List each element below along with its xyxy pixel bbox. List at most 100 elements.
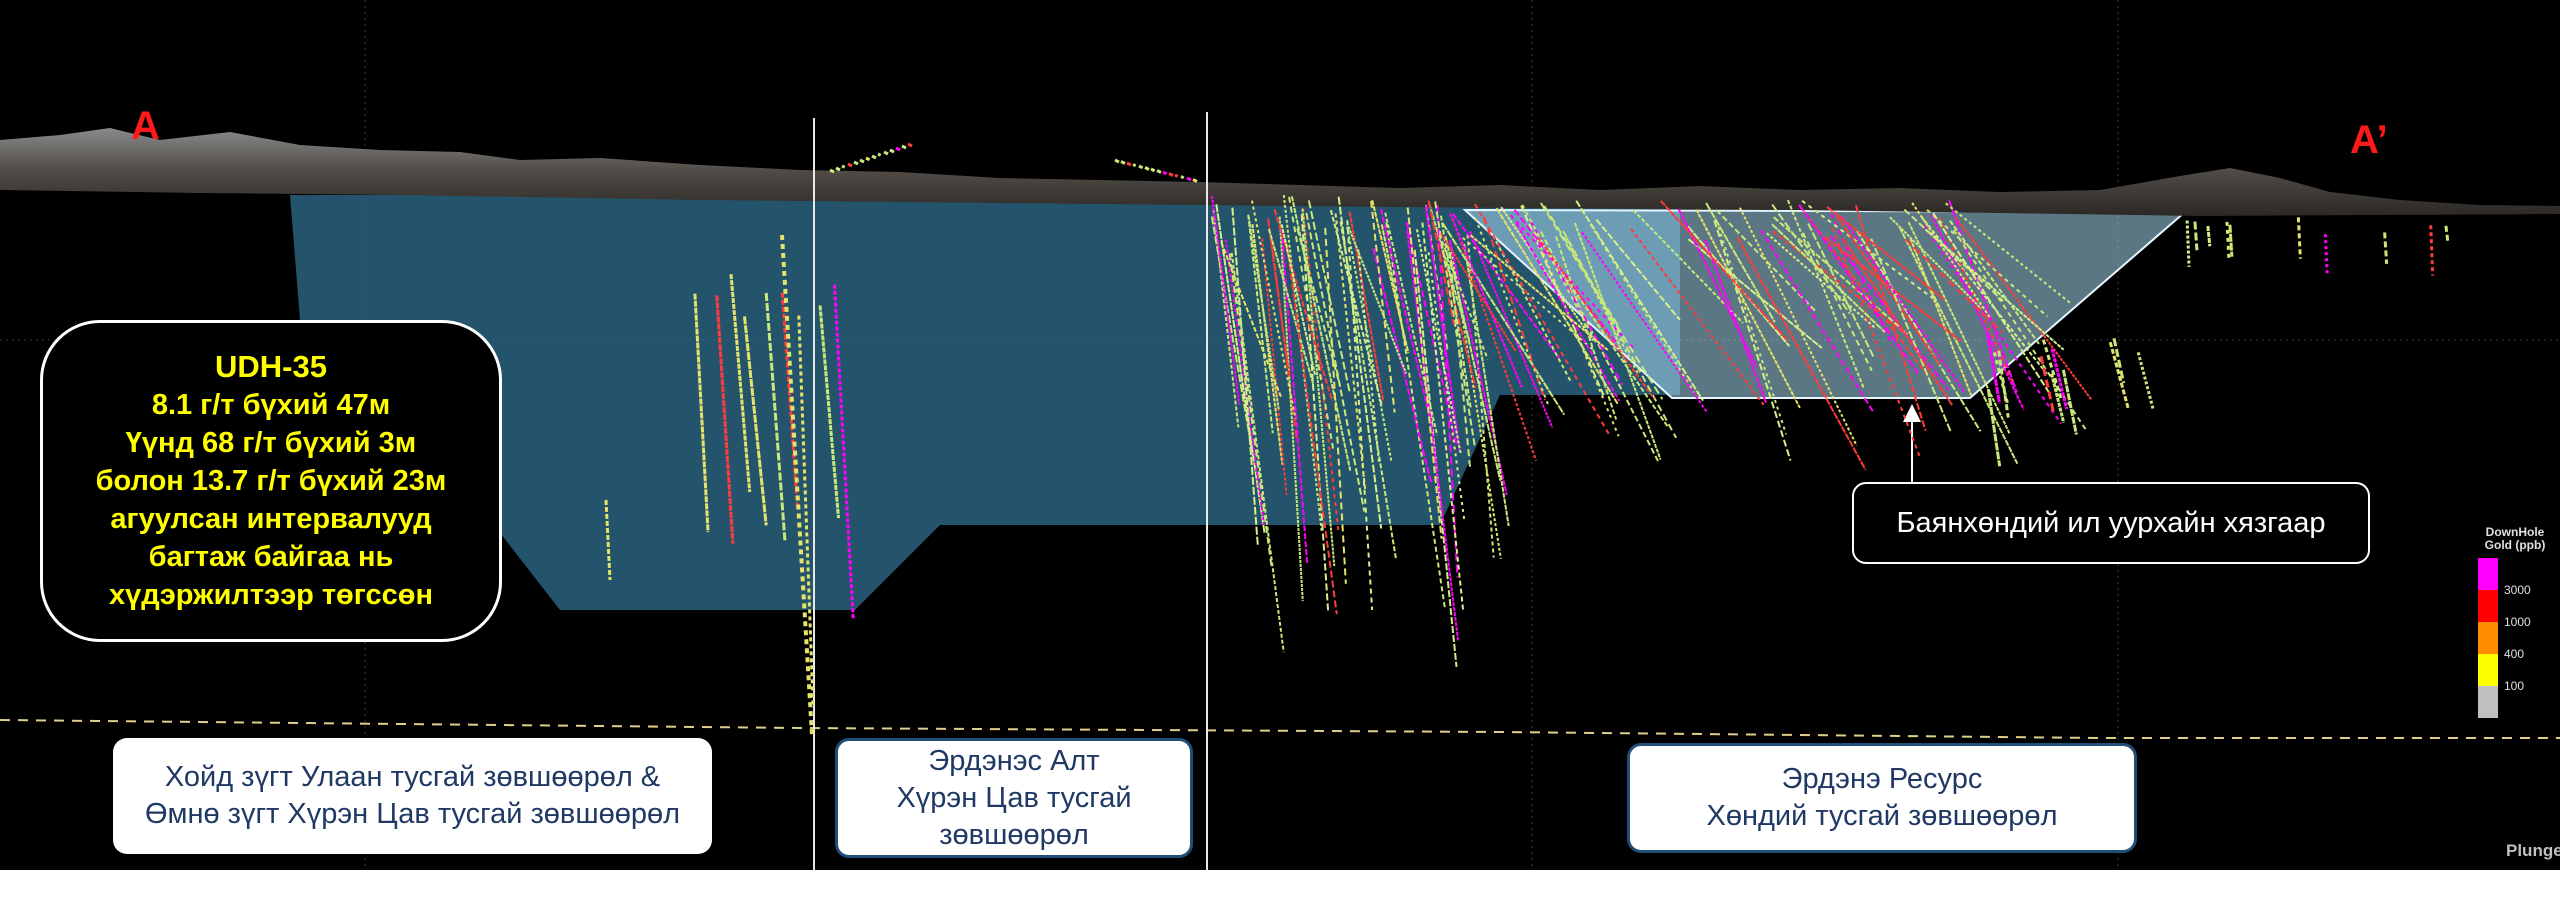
drill-trace [1705, 202, 1776, 323]
drill-trace [1771, 223, 1886, 333]
drill-trace [1695, 209, 1801, 409]
drill-trace [1301, 208, 1336, 567]
drill-trace [1907, 221, 2011, 435]
depth-reference-line [0, 719, 2560, 739]
drill-trace [1945, 202, 2073, 306]
drill-trace [1449, 213, 1523, 388]
drill-trace [743, 316, 768, 526]
drill-trace [1174, 173, 1180, 179]
drill-trace [1842, 238, 1954, 407]
drill-trace [2193, 221, 2199, 251]
drill-trace [865, 156, 871, 162]
callout-line-6: хүдэржилтээр төгссөн [109, 579, 433, 611]
drill-trace [2112, 338, 2126, 384]
drill-trace [1211, 195, 1241, 405]
drill-trace [604, 499, 612, 581]
drill-trace [1986, 388, 2002, 467]
drill-trace [1632, 209, 1744, 324]
drill-trace [1938, 217, 2015, 385]
drill-trace [1575, 200, 1704, 402]
drill-trace [847, 162, 853, 168]
terrain-surface [0, 128, 2560, 216]
drill-trace [1660, 200, 1789, 341]
drill-trace [1903, 208, 2004, 302]
drill-trace [1922, 224, 2062, 425]
drill-trace [1771, 204, 1851, 315]
drill-trace [1449, 246, 1502, 559]
drill-trace [1138, 164, 1144, 170]
drill-trace [1870, 238, 1953, 434]
drill-trace [1595, 218, 1681, 321]
drill-trace [1840, 215, 1967, 395]
drill-trace [2296, 217, 2302, 259]
drill-trace [1220, 241, 1282, 397]
legend-swatch-yellow [2478, 654, 2498, 686]
drill-trace [1424, 205, 1461, 451]
drill-trace [1766, 232, 1876, 329]
drill-trace [1379, 208, 1432, 421]
legend-label-3000: 3000 [2504, 583, 2531, 597]
drill-trace [1385, 222, 1446, 609]
drill-trace [901, 144, 907, 150]
drill-trace [1589, 224, 1696, 394]
legend-label-1000: 1000 [2504, 615, 2531, 629]
drill-trace [895, 146, 901, 152]
license-3-line-1: Эрдэнэ Ресурс [1781, 763, 1983, 795]
callout-line-3: болон 13.7 г/т бүхий 23м [95, 465, 447, 497]
drill-trace [853, 160, 859, 166]
bottom-margin [0, 870, 2560, 898]
legend-label-100: 100 [2504, 679, 2525, 693]
drill-trace [1334, 213, 1367, 491]
drill-trace [1536, 236, 1656, 400]
drill-trace [1427, 200, 1455, 325]
drill-trace [729, 273, 752, 493]
drill-trace [1630, 228, 1765, 406]
license-1-line-2: Өмнө зүгт Хүрэн Цав тусгай зөвшөөрөл [144, 798, 681, 830]
license-boundaries [813, 112, 1208, 870]
drill-trace [1573, 222, 1662, 460]
drill-trace [1831, 227, 1922, 460]
section-start-label: A [131, 104, 160, 148]
drill-trace [835, 166, 841, 172]
drill-trace [1438, 234, 1489, 360]
license-label-erdene-resource: Эрдэнэ Ресурс Хөндий тусгай зөвшөөрөл [1627, 743, 2137, 853]
drill-trace [797, 315, 815, 708]
drill-trace [1826, 206, 1945, 301]
drill-trace [1463, 243, 1510, 527]
drill-trace [1215, 204, 1266, 534]
udh-35-intercept-callout: UDH-35 8.1 г/т бүхий 47м Үүнд 68 г/т бүх… [40, 320, 502, 642]
drill-trace [1985, 331, 2002, 404]
drill-trace [1440, 232, 1517, 352]
drill-trace [1495, 207, 1619, 405]
legend-label-400: 400 [2504, 647, 2525, 661]
drill-trace [1288, 196, 1335, 449]
drill-trace [693, 293, 710, 533]
drill-trace [1231, 207, 1259, 545]
drill-trace [2050, 373, 2066, 423]
drill-trace [1329, 209, 1384, 407]
pit-limit-arrow [1903, 404, 1921, 482]
legend-title-line-2: Gold (ppb) [2484, 538, 2546, 552]
license-2-line-2: Хүрэн Цав тусгай [896, 781, 1132, 814]
callout-line-4: агуулсан интервалууд [110, 503, 432, 535]
drill-trace [715, 295, 735, 544]
drill-trace [1384, 212, 1439, 436]
drill-trace [1285, 243, 1338, 615]
drill-trace [1830, 213, 1894, 346]
drill-trace [1132, 163, 1138, 168]
drill-trace [780, 234, 814, 736]
drill-trace [1509, 214, 1635, 350]
drill-trace [1909, 238, 1973, 396]
drill-trace [1296, 228, 1341, 386]
drill-trace [1736, 236, 1867, 471]
drill-trace [1771, 230, 1907, 336]
drill-trace [1282, 194, 1323, 533]
drill-trace [1911, 202, 1991, 318]
drill-trace [1562, 230, 1678, 439]
drill-trace [1926, 209, 2049, 318]
drill-trace [2108, 341, 2130, 409]
drill-trace [1144, 166, 1150, 171]
license-2-line-1: Эрдэнэс Алт [928, 744, 1100, 777]
drill-trace [764, 292, 787, 541]
license-label-erdenes-alt: Эрдэнэс Алт Хүрэн Цав тусгай зөвшөөрөл [835, 738, 1193, 858]
